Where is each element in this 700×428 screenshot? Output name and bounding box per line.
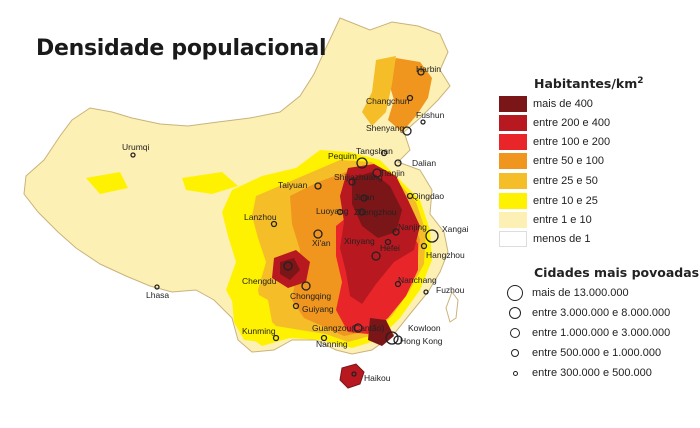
city-label-fushun: Fushun — [416, 110, 445, 120]
cities-legend-label: mais de 13.000.000 — [532, 287, 629, 299]
legend-swatch — [499, 152, 527, 169]
city-label-xian: Xi'an — [312, 238, 331, 248]
city-label-xangai: Xangai — [442, 224, 469, 234]
city-label-changchun: Changchun — [366, 96, 410, 106]
city-label-harbin: Harbin — [416, 64, 441, 74]
city-label-urumqi: Urumqi — [122, 142, 150, 152]
city-label-tangshan: Tangshan — [356, 146, 393, 156]
legend-row: entre 100 e 200 — [499, 133, 610, 150]
city-label-qingdao: Qingdao — [412, 191, 444, 201]
city-label-hangzhou: Hangzhou — [426, 250, 465, 260]
city-label-pequim: Pequim — [328, 151, 357, 161]
city-label-luoyang: Luoyang — [316, 206, 349, 216]
city-size-circle — [511, 349, 519, 357]
cities-legend-label: entre 500.000 e 1.000.000 — [532, 347, 662, 359]
legend-row: menos de 1 — [499, 230, 590, 247]
city-label-shenyang: Shenyang — [366, 123, 405, 133]
city-size-circle — [509, 307, 521, 319]
city-label-nanchang: Nanchang — [398, 275, 437, 285]
cities-legend-row: entre 3.000.000 e 8.000.000 — [506, 304, 670, 322]
hainan-island — [339, 363, 365, 389]
city-size-circle — [512, 370, 518, 376]
zone-over-400-south — [368, 318, 394, 346]
zone-west-patch — [182, 172, 238, 194]
city-size-circle — [510, 328, 520, 338]
legend-swatch — [499, 230, 527, 247]
legend-swatch — [499, 95, 527, 112]
city-size-circle — [507, 285, 523, 301]
legend-swatch — [499, 172, 527, 189]
legend-label: entre 50 e 100 — [533, 154, 604, 167]
city-label-guangzou: Guangzou(Cantão) — [312, 323, 384, 333]
city-label-hongkong: Hong Kong — [400, 336, 443, 346]
legend-label: mais de 400 — [533, 97, 593, 110]
legend-swatch — [499, 211, 527, 228]
city-label-lhasa: Lhasa — [146, 290, 169, 300]
density-legend-title: Habitantes/km2 — [534, 76, 644, 91]
cities-legend-row: entre 1.000.000 e 3.000.000 — [506, 324, 670, 342]
legend-swatch — [499, 114, 527, 131]
city-label-shijiazhuang: Shijiazhuang — [334, 172, 383, 182]
city-label-zhengzhou: Zhengzhou — [354, 207, 397, 217]
city-label-kowloon: Kowloon — [408, 323, 441, 333]
legend-swatch — [499, 133, 527, 150]
legend-label: menos de 1 — [533, 232, 591, 245]
city-label-dalian: Dalian — [412, 158, 436, 168]
legend-row: entre 200 e 400 — [499, 114, 610, 131]
legend-swatch — [499, 192, 527, 209]
cities-legend-label: entre 1.000.000 e 3.000.000 — [532, 327, 671, 339]
city-label-tianjin: Tianjin — [380, 168, 405, 178]
zone-ne-25-50 — [362, 56, 396, 126]
legend-label: entre 1 e 10 — [533, 213, 592, 226]
city-markers — [130, 68, 439, 377]
density-legend-title-text: Habitantes/km — [534, 76, 638, 92]
city-label-nanjing: Nanjing — [398, 222, 427, 232]
city-label-guiyang: Guiyang — [302, 304, 334, 314]
city-label-chongqing: Chongqing — [290, 291, 331, 301]
legend-row: entre 10 e 25 — [499, 192, 598, 209]
city-label-jinan: Jinan — [354, 192, 375, 202]
cities-legend-label: entre 300.000 e 500.000 — [532, 367, 652, 379]
city-label-fuzhou: Fuzhou — [436, 285, 465, 295]
cities-legend-label: entre 3.000.000 e 8.000.000 — [532, 307, 671, 319]
city-label-kunming: Kunming — [242, 326, 276, 336]
city-label-chengdu: Chengdu — [242, 276, 277, 286]
city-label-hefei: Hefei — [380, 243, 400, 253]
legend-row: entre 50 e 100 — [499, 152, 604, 169]
city-label-nanning: Nanning — [316, 339, 348, 349]
legend-label: entre 200 e 400 — [533, 116, 611, 129]
legend-row: entre 25 e 50 — [499, 172, 598, 189]
taiwan-island — [445, 290, 459, 323]
zone-sw-10-25 — [232, 290, 272, 342]
legend-label: entre 100 e 200 — [533, 135, 611, 148]
legend-row: entre 1 e 10 — [499, 211, 592, 228]
legend-label: entre 25 e 50 — [533, 174, 598, 187]
cities-legend-row: mais de 13.000.000 — [506, 284, 629, 302]
cities-legend-row: entre 300.000 e 500.000 — [506, 364, 652, 382]
city-label-xinyang: Xinyang — [344, 236, 375, 246]
legend-row: mais de 400 — [499, 95, 593, 112]
zone-over-400 — [352, 172, 402, 238]
zone-west-patch-2 — [86, 172, 128, 194]
density-legend-title-sup: 2 — [637, 76, 644, 86]
map-title: Densidade populacional — [36, 36, 327, 61]
cities-legend-row: entre 500.000 e 1.000.000 — [506, 344, 661, 362]
city-label-lanzhou: Lanzhou — [244, 212, 277, 222]
cities-legend-title: Cidades mais povoadas — [534, 265, 700, 280]
city-label-taiyuan: Taiyuan — [278, 180, 308, 190]
legend-label: entre 10 e 25 — [533, 194, 598, 207]
city-label-haikou: Haikou — [364, 373, 391, 383]
